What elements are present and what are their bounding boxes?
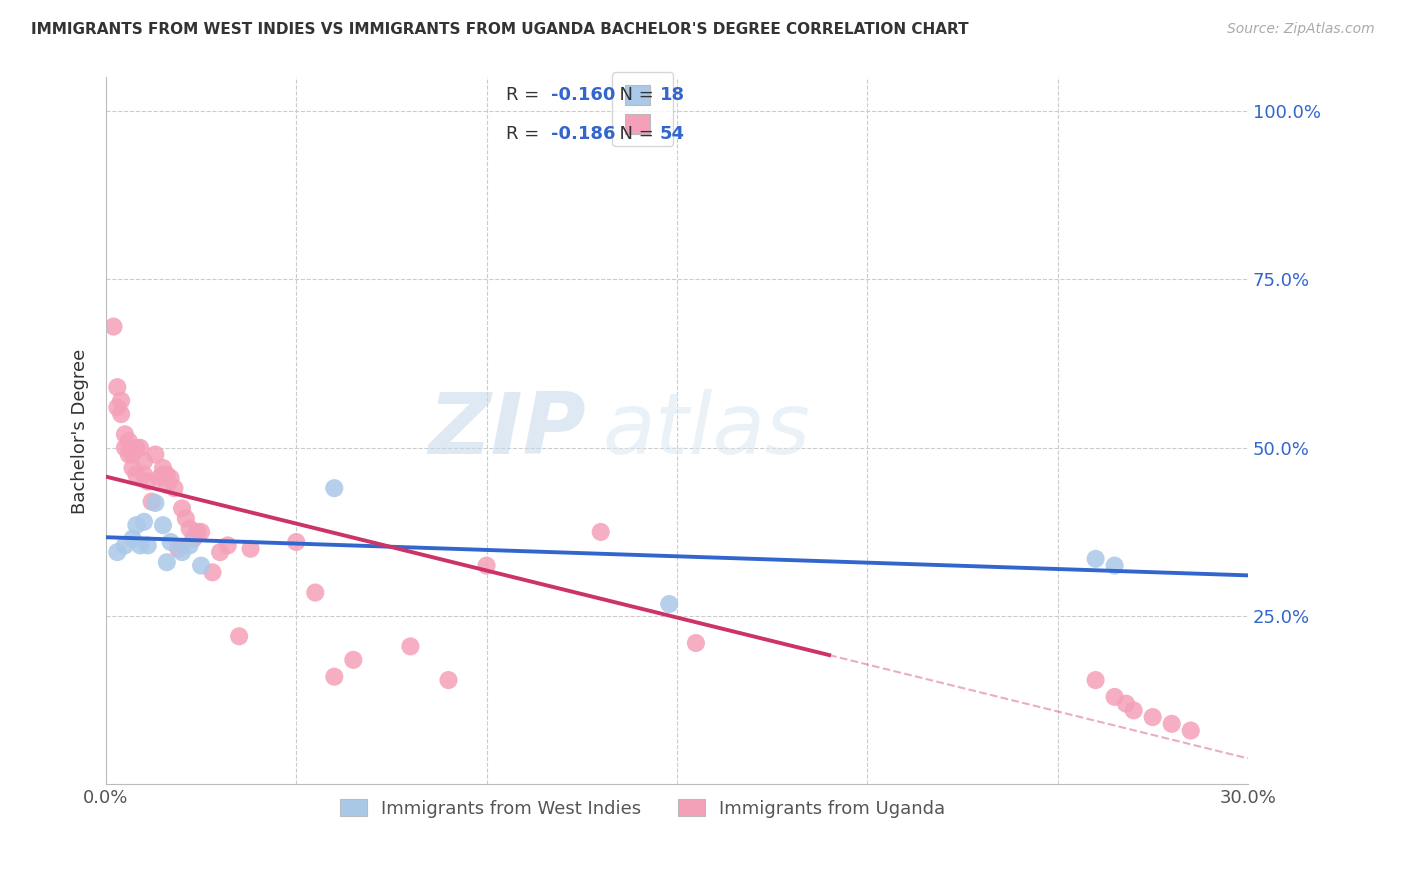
Point (1084, 673, 1107, 687)
Text: R =: R = (506, 87, 544, 104)
Point (156, 467, 179, 482)
Point (114, 427, 136, 442)
Point (1104, 690, 1126, 704)
Point (167, 541, 190, 556)
Legend: Immigrants from West Indies, Immigrants from Uganda: Immigrants from West Indies, Immigrants … (333, 792, 952, 825)
Point (118, 434, 141, 448)
Point (475, 558, 498, 573)
Point (1180, 723, 1202, 738)
Point (228, 629, 250, 643)
Point (129, 538, 152, 552)
Point (125, 518, 148, 533)
Point (399, 640, 422, 654)
Point (121, 461, 143, 475)
Text: Source: ZipAtlas.com: Source: ZipAtlas.com (1227, 22, 1375, 37)
Point (118, 448, 141, 462)
Text: IMMIGRANTS FROM WEST INDIES VS IMMIGRANTS FROM UGANDA BACHELOR'S DEGREE CORRELAT: IMMIGRANTS FROM WEST INDIES VS IMMIGRANT… (31, 22, 969, 37)
Point (304, 585, 326, 599)
Point (129, 441, 152, 455)
Point (156, 477, 179, 491)
Point (209, 545, 232, 559)
Point (156, 555, 179, 569)
Point (105, 401, 128, 415)
Point (114, 538, 136, 552)
Point (121, 532, 143, 546)
Point (136, 475, 159, 489)
Point (103, 319, 125, 334)
Point (174, 511, 197, 525)
Point (125, 441, 148, 455)
Y-axis label: Bachelor's Degree: Bachelor's Degree (72, 348, 89, 514)
Point (323, 481, 346, 495)
Point (589, 524, 612, 539)
Text: N =: N = (609, 125, 659, 143)
Point (342, 653, 364, 667)
Point (190, 558, 212, 573)
Point (1104, 558, 1126, 573)
Point (190, 524, 212, 539)
Text: 54: 54 (659, 125, 685, 143)
Point (437, 673, 460, 687)
Point (1142, 710, 1164, 724)
Point (121, 448, 143, 462)
Point (239, 541, 262, 556)
Point (323, 670, 346, 684)
Point (1122, 703, 1144, 717)
Point (179, 538, 201, 552)
Point (186, 524, 208, 539)
Point (148, 471, 170, 485)
Point (110, 393, 132, 408)
Point (132, 467, 155, 482)
Point (145, 448, 167, 462)
Point (152, 461, 174, 475)
Point (201, 566, 224, 580)
Point (170, 501, 193, 516)
Point (163, 481, 186, 495)
Point (1084, 552, 1107, 566)
Text: 18: 18 (659, 87, 685, 104)
Point (1160, 716, 1182, 731)
Point (183, 532, 205, 546)
Text: ZIP: ZIP (427, 390, 585, 473)
Point (658, 597, 681, 611)
Point (685, 636, 707, 650)
Point (105, 545, 128, 559)
Point (217, 538, 239, 552)
Point (159, 535, 181, 549)
Text: R =: R = (506, 125, 544, 143)
Text: -0.160: -0.160 (551, 87, 616, 104)
Point (125, 467, 148, 482)
Point (285, 535, 308, 549)
Text: -0.186: -0.186 (551, 125, 616, 143)
Point (145, 496, 167, 510)
Point (141, 494, 163, 508)
Point (170, 545, 193, 559)
Point (132, 515, 155, 529)
Point (105, 380, 128, 394)
Point (152, 467, 174, 482)
Point (179, 522, 201, 536)
Point (136, 538, 159, 552)
Point (1115, 697, 1137, 711)
Point (159, 471, 181, 485)
Text: N =: N = (609, 87, 659, 104)
Point (110, 407, 132, 421)
Point (152, 518, 174, 533)
Point (132, 454, 155, 468)
Point (114, 441, 136, 455)
Text: atlas: atlas (603, 390, 811, 473)
